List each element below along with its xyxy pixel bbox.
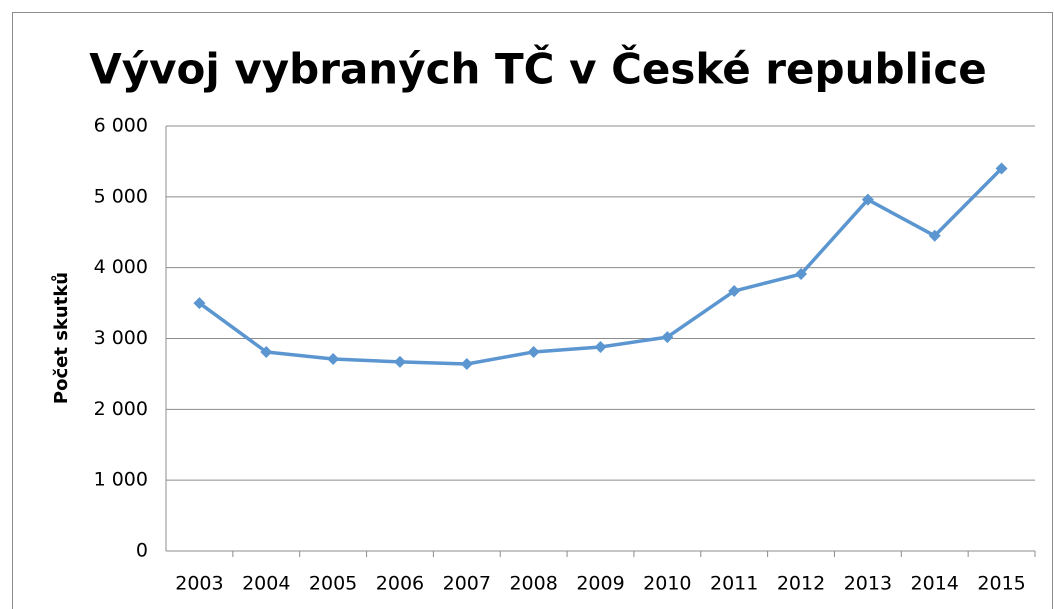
x-tick-label: 2008: [509, 573, 557, 595]
y-tick-label: 3 000: [94, 327, 148, 349]
x-tick-label: 2014: [911, 573, 959, 595]
data-point: [861, 193, 874, 206]
data-point: [460, 358, 473, 370]
x-tick-label: 2006: [376, 573, 424, 595]
data-point: [260, 345, 273, 358]
data-point: [661, 331, 674, 344]
x-tick-label: 2003: [175, 573, 223, 595]
x-tick-label: 2010: [643, 573, 691, 595]
data-point: [995, 162, 1008, 175]
x-tick-label: 2004: [242, 573, 290, 595]
x-tick-label: 2012: [777, 573, 825, 595]
data-point: [393, 355, 406, 368]
y-tick-label: 4 000: [94, 256, 148, 278]
data-point: [594, 341, 607, 353]
data-point: [795, 268, 808, 281]
x-tick-label: 2007: [443, 573, 491, 595]
x-tick-label: 2011: [710, 573, 758, 595]
data-point: [193, 297, 206, 310]
x-tick-label: 2005: [309, 573, 357, 595]
x-tick-label: 2013: [844, 573, 892, 595]
y-axis-label: Počet skutků: [50, 272, 72, 404]
y-tick-label: 1 000: [94, 469, 148, 491]
chart-frame: [12, 12, 1053, 609]
y-tick-label: 5 000: [94, 185, 148, 207]
data-point: [527, 345, 540, 358]
y-tick-label: 6 000: [94, 115, 148, 137]
x-tick-label: 2009: [576, 573, 624, 595]
data-point: [928, 229, 941, 242]
chart-title: Vývoj vybraných TČ v České republice: [89, 44, 986, 94]
y-tick-label: 2 000: [94, 398, 148, 420]
data-point: [327, 353, 340, 366]
x-tick-label: 2015: [977, 573, 1025, 595]
data-point: [728, 285, 741, 298]
y-tick-label: 0: [136, 540, 148, 562]
